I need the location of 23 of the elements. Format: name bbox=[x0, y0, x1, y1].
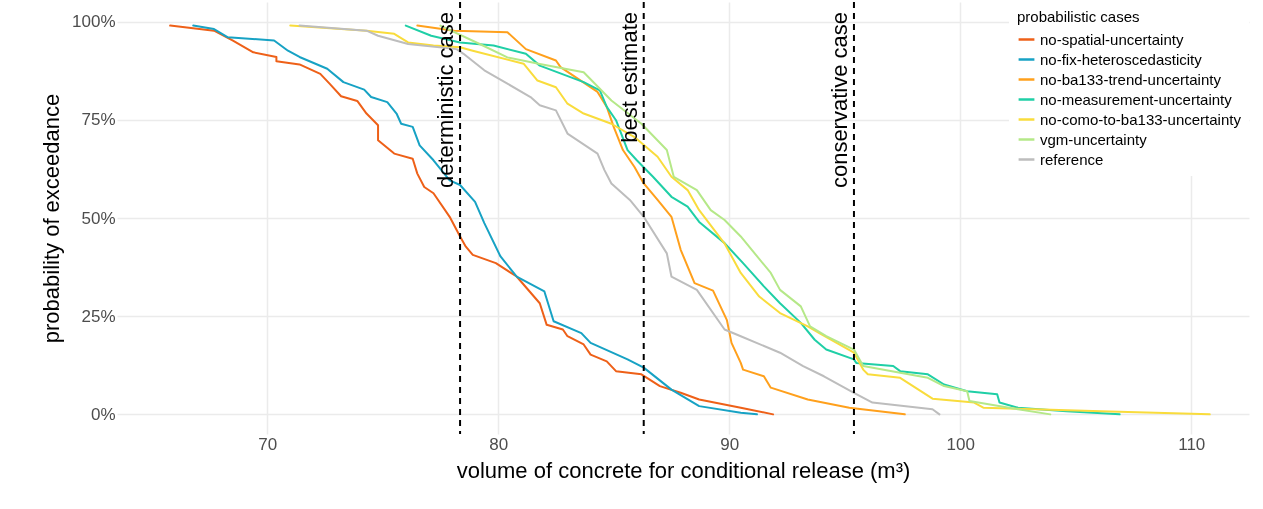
y-tick-label: 25% bbox=[81, 306, 116, 326]
x-axis-title: volume of concrete for conditional release (m³) bbox=[456, 457, 911, 483]
legend-label: no-spatial-uncertainty bbox=[1040, 30, 1184, 48]
y-tick-label: 100% bbox=[72, 12, 116, 32]
y-tick-label: 75% bbox=[81, 110, 116, 130]
ref-line-label: deterministic case bbox=[433, 12, 459, 189]
x-tick-label: 100 bbox=[946, 434, 975, 454]
x-tick-label: 70 bbox=[258, 434, 278, 454]
legend-label: vgm-uncertainty bbox=[1040, 130, 1148, 148]
y-axis-title: probability of exceedance bbox=[39, 93, 65, 344]
legend-label: no-fix-heteroscedasticity bbox=[1040, 50, 1203, 68]
legend-label: no-como-to-ba133-uncertainty bbox=[1040, 110, 1242, 128]
legend-title: probabilistic cases bbox=[1017, 8, 1140, 25]
ref-line-label: best estimate bbox=[616, 12, 642, 143]
legend-label: no-ba133-trend-uncertainty bbox=[1040, 70, 1222, 88]
x-tick-label: 80 bbox=[489, 434, 509, 454]
x-tick-label: 110 bbox=[1178, 434, 1206, 454]
x-tick-label: 90 bbox=[720, 434, 740, 454]
legend-label: no-measurement-uncertainty bbox=[1040, 90, 1233, 108]
legend-label: reference bbox=[1040, 150, 1104, 168]
y-tick-label: 50% bbox=[81, 208, 116, 228]
ref-line-label: conservative case bbox=[826, 12, 852, 189]
y-tick-label: 0% bbox=[90, 404, 116, 424]
